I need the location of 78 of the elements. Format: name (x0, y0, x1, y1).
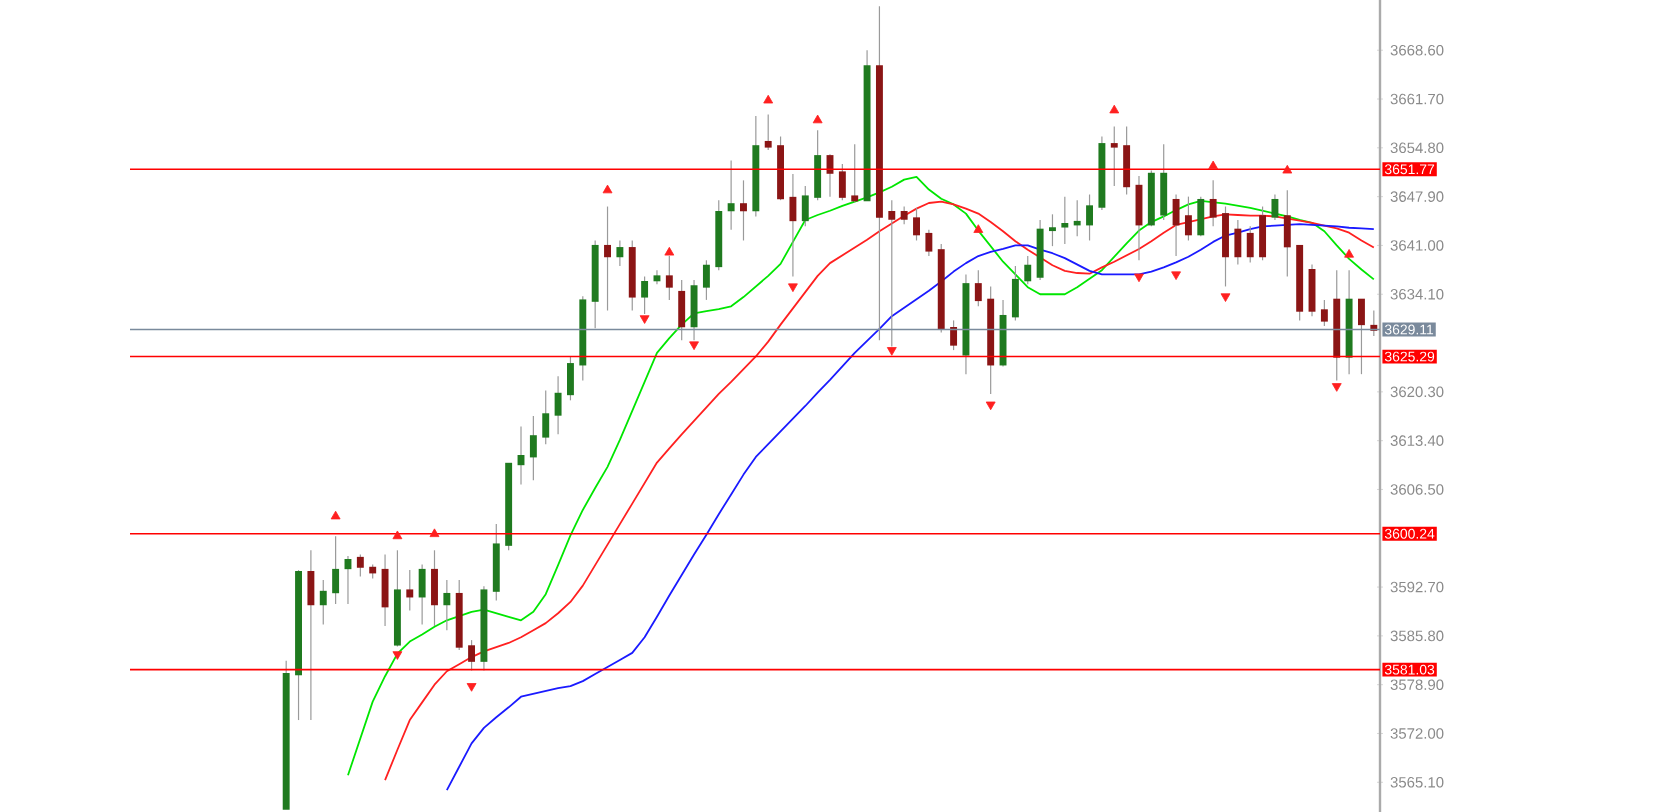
candlestick (913, 207, 920, 242)
point (1331, 383, 1342, 392)
candlestick (950, 319, 958, 351)
point (392, 651, 403, 660)
candlestick (814, 129, 822, 201)
candlestick (332, 535, 340, 605)
candlestick (542, 389, 550, 445)
candlestick (307, 549, 315, 721)
candlestick (1061, 196, 1069, 245)
candlestick (1358, 298, 1365, 375)
point (812, 114, 823, 124)
candlestick (888, 199, 896, 348)
candlestick (616, 239, 624, 267)
candlestick (1049, 213, 1056, 247)
point (985, 401, 996, 411)
candlestick (406, 569, 414, 612)
candlestick (566, 355, 574, 401)
point (429, 528, 440, 538)
point (1282, 164, 1293, 174)
point (639, 315, 650, 324)
point (1134, 273, 1144, 283)
candlestick (356, 553, 364, 578)
candlestick (1011, 265, 1019, 322)
candlestick (851, 143, 859, 203)
point (973, 224, 984, 233)
point (392, 530, 403, 540)
candlestick (764, 113, 772, 151)
candlestick (554, 375, 562, 435)
point (763, 94, 774, 104)
candlestick (443, 579, 451, 631)
candlestick (418, 563, 426, 626)
point (1171, 271, 1181, 281)
point (664, 246, 675, 256)
candlestick (838, 163, 846, 201)
candlestick (678, 279, 686, 341)
point (689, 341, 699, 351)
candlestick (381, 553, 389, 627)
point (1109, 104, 1120, 114)
candlestick (740, 179, 747, 242)
candlestick (1086, 193, 1094, 242)
point (1220, 293, 1231, 302)
candlestick (789, 173, 797, 278)
candlestick (604, 205, 611, 312)
candlestick (1234, 219, 1242, 266)
candlestick (925, 229, 933, 257)
candlestick (1320, 299, 1328, 327)
point (602, 184, 613, 194)
point (788, 283, 798, 293)
candlestick (727, 159, 735, 231)
candlestick (1283, 189, 1291, 278)
point (886, 347, 897, 356)
candlestick (319, 579, 327, 626)
candlestick (690, 279, 698, 341)
candlestick (1184, 196, 1192, 242)
candlestick (1246, 225, 1254, 264)
candlestick (1209, 179, 1217, 227)
candlestick (529, 415, 537, 481)
point (1208, 160, 1219, 170)
candlestick (1110, 126, 1118, 187)
point (1344, 249, 1354, 258)
candlestick (1271, 193, 1279, 221)
candlestick (1073, 199, 1081, 237)
candlestick (1197, 196, 1205, 237)
candlestick (1160, 143, 1168, 221)
candlestick (641, 275, 649, 315)
point (330, 510, 341, 520)
candlestick (431, 549, 438, 627)
candlestick (702, 259, 710, 301)
candlestick (665, 255, 673, 301)
candlestick (1024, 255, 1032, 285)
candlestick (1259, 205, 1267, 261)
candlestick (1123, 126, 1131, 196)
candlestick (1222, 205, 1229, 288)
point (466, 683, 477, 692)
candlestick (801, 185, 809, 227)
candlestick (1172, 193, 1180, 257)
candlestick (468, 639, 476, 672)
candlestick (974, 269, 982, 307)
